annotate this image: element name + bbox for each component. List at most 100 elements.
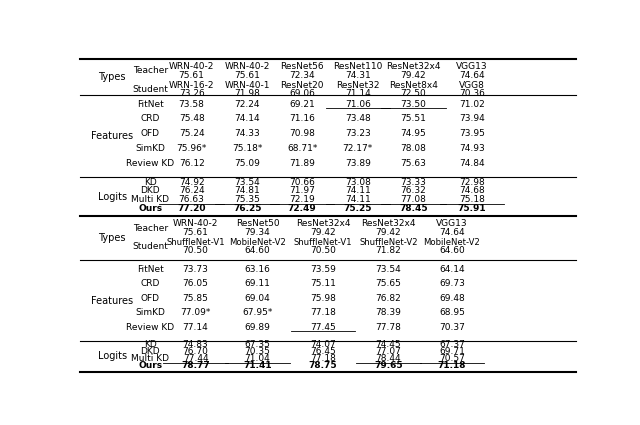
Text: 71.16: 71.16 (289, 114, 315, 124)
Text: DKD: DKD (141, 187, 160, 196)
Text: 72.34: 72.34 (289, 71, 315, 80)
Text: 69.48: 69.48 (439, 294, 465, 303)
Text: Review KD: Review KD (126, 159, 175, 168)
Text: 70.57: 70.57 (439, 354, 465, 363)
Text: 67.35: 67.35 (244, 340, 271, 349)
Text: ResNet32x4: ResNet32x4 (386, 62, 440, 71)
Text: Ours: Ours (138, 361, 163, 370)
Text: 76.05: 76.05 (182, 279, 209, 288)
Text: ResNet32x4: ResNet32x4 (296, 219, 350, 228)
Text: 77.20: 77.20 (177, 204, 206, 213)
Text: Features: Features (91, 295, 133, 306)
Text: 69.73: 69.73 (439, 279, 465, 288)
Text: 64.60: 64.60 (244, 246, 271, 255)
Text: 71.04: 71.04 (244, 354, 271, 363)
Text: 71.02: 71.02 (459, 99, 484, 109)
Text: 70.50: 70.50 (182, 246, 209, 255)
Text: 78.44: 78.44 (376, 354, 401, 363)
Text: 79.42: 79.42 (376, 228, 401, 237)
Text: ResNet8x4: ResNet8x4 (389, 81, 438, 90)
Text: 67.95*: 67.95* (243, 309, 273, 317)
Text: 68.95: 68.95 (439, 309, 465, 317)
Text: FitNet: FitNet (137, 99, 164, 109)
Text: VGG13: VGG13 (436, 219, 468, 228)
Text: 73.73: 73.73 (182, 265, 209, 274)
Text: 76.25: 76.25 (233, 204, 261, 213)
Text: 71.89: 71.89 (289, 159, 315, 168)
Text: 76.63: 76.63 (179, 195, 205, 204)
Text: 77.18: 77.18 (310, 354, 336, 363)
Text: 77.45: 77.45 (310, 323, 336, 332)
Text: 79.42: 79.42 (401, 71, 426, 80)
Text: Multi KD: Multi KD (131, 195, 170, 204)
Text: 74.31: 74.31 (345, 71, 371, 80)
Text: 73.95: 73.95 (459, 129, 484, 139)
Text: Features: Features (91, 131, 133, 141)
Text: 74.64: 74.64 (459, 71, 484, 80)
Text: ResNet32x4: ResNet32x4 (361, 219, 416, 228)
Text: 77.78: 77.78 (376, 323, 401, 332)
Text: Student: Student (132, 85, 168, 94)
Text: 73.23: 73.23 (345, 129, 371, 139)
Text: 75.65: 75.65 (376, 279, 401, 288)
Text: 75.61: 75.61 (234, 71, 260, 80)
Text: 74.84: 74.84 (459, 159, 484, 168)
Text: 70.36: 70.36 (459, 89, 484, 98)
Text: WRN-16-2: WRN-16-2 (169, 81, 214, 90)
Text: 78.39: 78.39 (376, 309, 401, 317)
Text: 74.07: 74.07 (310, 340, 336, 349)
Text: DKD: DKD (141, 347, 160, 356)
Text: 70.35: 70.35 (244, 347, 271, 356)
Text: 69.04: 69.04 (244, 294, 271, 303)
Text: 74.83: 74.83 (182, 340, 209, 349)
Text: Student: Student (132, 242, 168, 251)
Text: 73.48: 73.48 (345, 114, 371, 124)
Text: 75.85: 75.85 (182, 294, 209, 303)
Text: 77.08: 77.08 (401, 195, 426, 204)
Text: 79.34: 79.34 (244, 228, 271, 237)
Text: 70.37: 70.37 (439, 323, 465, 332)
Text: Logits: Logits (98, 192, 127, 201)
Text: 74.11: 74.11 (345, 187, 371, 196)
Text: 69.21: 69.21 (289, 99, 315, 109)
Text: 74.33: 74.33 (234, 129, 260, 139)
Text: 74.68: 74.68 (459, 187, 484, 196)
Text: 75.18: 75.18 (459, 195, 484, 204)
Text: 74.45: 74.45 (376, 340, 401, 349)
Text: 78.75: 78.75 (308, 361, 337, 370)
Text: VGG8: VGG8 (459, 81, 484, 90)
Text: 75.24: 75.24 (179, 129, 204, 139)
Text: 77.07: 77.07 (376, 347, 401, 356)
Text: 73.94: 73.94 (459, 114, 484, 124)
Text: ResNet56: ResNet56 (280, 62, 324, 71)
Text: 75.96*: 75.96* (177, 144, 207, 153)
Text: SimKD: SimKD (136, 144, 165, 153)
Text: Types: Types (99, 72, 126, 82)
Text: 75.48: 75.48 (179, 114, 204, 124)
Text: 69.11: 69.11 (244, 279, 271, 288)
Text: 71.41: 71.41 (243, 361, 272, 370)
Text: 77.14: 77.14 (182, 323, 209, 332)
Text: ResNet110: ResNet110 (333, 62, 383, 71)
Text: 75.91: 75.91 (458, 204, 486, 213)
Text: ShuffleNet-V2: ShuffleNet-V2 (359, 238, 418, 247)
Text: 75.63: 75.63 (401, 159, 426, 168)
Text: 68.71*: 68.71* (287, 144, 317, 153)
Text: 72.19: 72.19 (289, 195, 315, 204)
Text: WRN-40-1: WRN-40-1 (225, 81, 270, 90)
Text: Types: Types (99, 233, 126, 244)
Text: Logits: Logits (98, 351, 127, 361)
Text: OFD: OFD (141, 294, 160, 303)
Text: 74.95: 74.95 (401, 129, 426, 139)
Text: ResNet20: ResNet20 (280, 81, 324, 90)
Text: 71.14: 71.14 (345, 89, 371, 98)
Text: 69.06: 69.06 (289, 89, 315, 98)
Text: 64.14: 64.14 (439, 265, 465, 274)
Text: 75.51: 75.51 (401, 114, 426, 124)
Text: 76.82: 76.82 (376, 294, 401, 303)
Text: 76.32: 76.32 (401, 187, 426, 196)
Text: 73.54: 73.54 (376, 265, 401, 274)
Text: 69.89: 69.89 (244, 323, 271, 332)
Text: 63.16: 63.16 (244, 265, 271, 274)
Text: 75.11: 75.11 (310, 279, 336, 288)
